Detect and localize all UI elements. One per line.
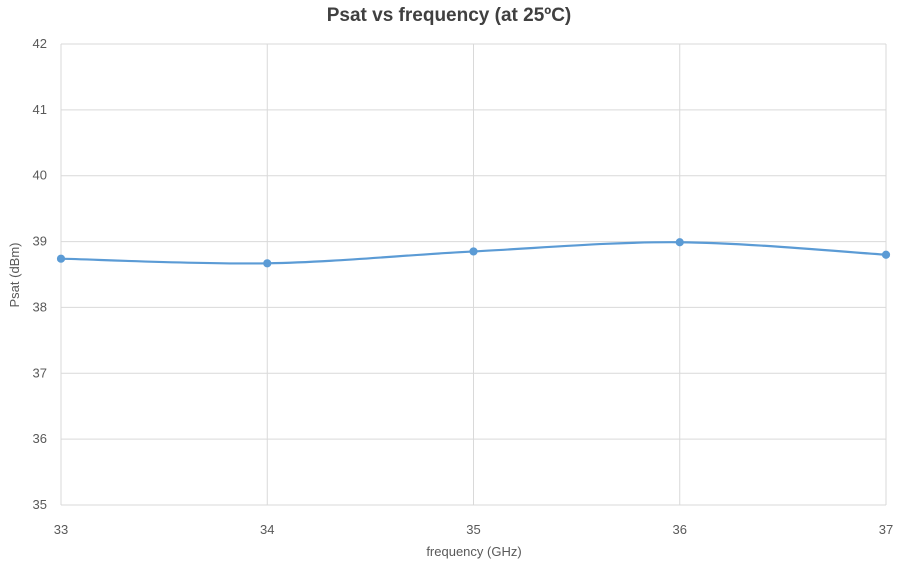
y-tick-label: 38	[33, 299, 47, 314]
x-tick-label: 34	[260, 522, 274, 537]
x-tick-layer: 33 34 35 36 37	[54, 522, 893, 537]
y-tick-label: 41	[33, 102, 47, 117]
data-point-marker	[469, 247, 478, 256]
y-tick-label: 37	[33, 365, 47, 380]
x-tick-label: 37	[879, 522, 893, 537]
y-tick-label: 40	[33, 168, 47, 183]
y-tick-label: 35	[33, 497, 47, 512]
chart-title: Psat vs frequency (at 25ºC)	[327, 5, 572, 26]
data-point-marker	[56, 254, 66, 263]
y-tick-label: 39	[33, 234, 47, 249]
grid-layer	[60, 43, 887, 506]
x-axis-label: frequency (GHz)	[426, 544, 521, 559]
data-point-marker	[263, 259, 272, 268]
x-tick-label: 35	[466, 522, 480, 537]
marker-layer	[56, 238, 891, 268]
data-point-marker	[881, 250, 891, 259]
x-tick-label: 33	[54, 522, 68, 537]
y-tick-label: 36	[33, 431, 47, 446]
x-tick-label: 36	[673, 522, 687, 537]
y-axis-label: Psat (dBm)	[7, 242, 22, 307]
data-point-marker	[675, 238, 684, 247]
y-tick-layer: 35 36 37 38 39 40 41 42	[33, 36, 47, 512]
y-tick-label: 42	[33, 36, 47, 51]
